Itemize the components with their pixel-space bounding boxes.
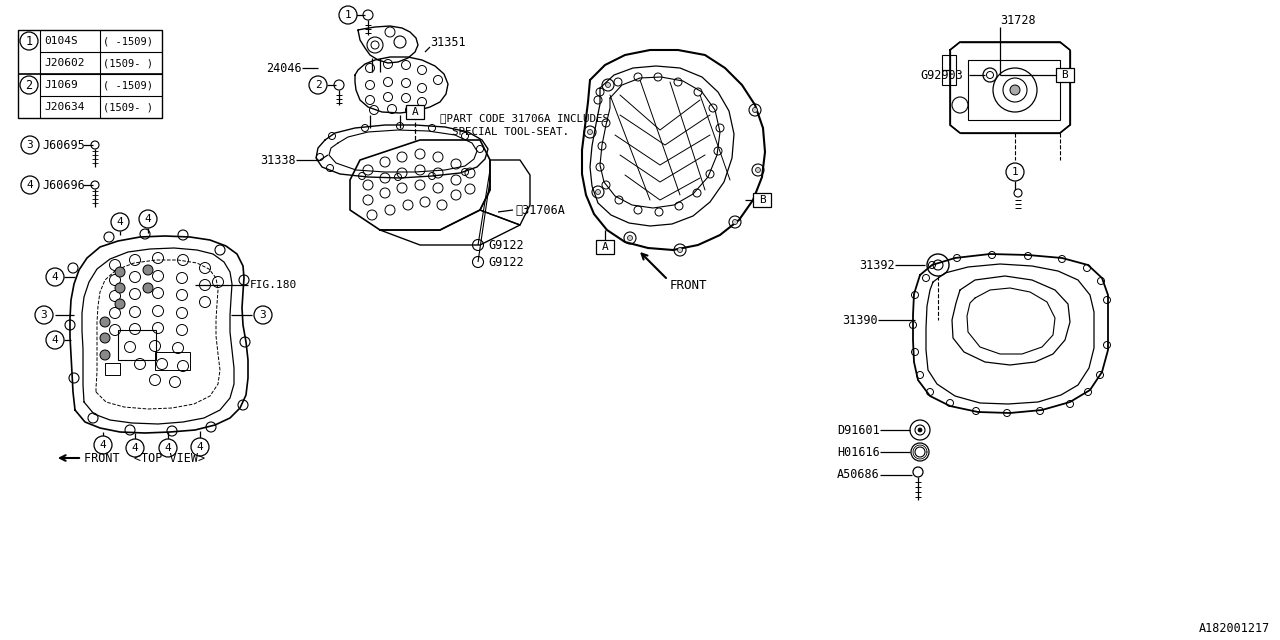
Text: (1509- ): (1509- ) xyxy=(102,102,154,112)
Circle shape xyxy=(143,265,154,275)
Circle shape xyxy=(46,268,64,286)
Text: 4: 4 xyxy=(197,442,204,452)
Text: FRONT: FRONT xyxy=(669,278,708,291)
Circle shape xyxy=(20,76,38,94)
Text: G9122: G9122 xyxy=(488,255,524,269)
Text: 3: 3 xyxy=(41,310,47,320)
Text: J20634: J20634 xyxy=(44,102,84,112)
Text: G9122: G9122 xyxy=(488,239,524,252)
Text: 4: 4 xyxy=(145,214,151,224)
Text: 31390: 31390 xyxy=(842,314,878,326)
Circle shape xyxy=(115,283,125,293)
Circle shape xyxy=(20,176,38,194)
Text: A182001217: A182001217 xyxy=(1199,621,1270,634)
Circle shape xyxy=(732,220,737,225)
Circle shape xyxy=(140,210,157,228)
Circle shape xyxy=(1006,163,1024,181)
Text: H01616: H01616 xyxy=(837,445,881,458)
Circle shape xyxy=(46,331,64,349)
Text: 4: 4 xyxy=(27,180,33,190)
Circle shape xyxy=(588,129,593,134)
Circle shape xyxy=(1010,85,1020,95)
Circle shape xyxy=(143,283,154,293)
Bar xyxy=(753,193,771,207)
Bar xyxy=(18,30,163,118)
Circle shape xyxy=(115,267,125,277)
Text: A: A xyxy=(602,242,608,252)
Text: 31351: 31351 xyxy=(430,35,466,49)
Text: 2: 2 xyxy=(26,79,32,92)
Text: 4: 4 xyxy=(51,335,59,345)
Text: FRONT  <TOP VIEW>: FRONT <TOP VIEW> xyxy=(84,451,205,465)
Bar xyxy=(596,240,614,254)
Bar xyxy=(105,363,120,375)
Text: 4: 4 xyxy=(165,443,172,453)
Text: 31728: 31728 xyxy=(1000,13,1036,26)
Bar xyxy=(118,330,156,360)
Circle shape xyxy=(159,439,177,457)
Text: J60695: J60695 xyxy=(42,138,84,152)
Bar xyxy=(406,105,424,119)
Text: J1069: J1069 xyxy=(44,80,78,90)
Bar xyxy=(942,55,956,85)
Circle shape xyxy=(677,248,682,253)
Circle shape xyxy=(755,168,760,173)
Circle shape xyxy=(111,213,129,231)
Text: 1: 1 xyxy=(1011,167,1019,177)
Text: FIG.180: FIG.180 xyxy=(250,280,297,290)
Text: J20602: J20602 xyxy=(44,58,84,68)
Circle shape xyxy=(20,32,38,50)
Text: 2: 2 xyxy=(315,80,321,90)
Text: 31392: 31392 xyxy=(859,259,895,271)
Circle shape xyxy=(918,428,922,432)
Circle shape xyxy=(115,299,125,309)
Circle shape xyxy=(100,333,110,343)
Text: 1: 1 xyxy=(344,10,352,20)
Circle shape xyxy=(20,136,38,154)
Circle shape xyxy=(93,436,113,454)
Text: 3: 3 xyxy=(260,310,266,320)
Text: A50686: A50686 xyxy=(837,468,881,481)
Text: B: B xyxy=(759,195,765,205)
Circle shape xyxy=(595,189,600,195)
Circle shape xyxy=(125,439,145,457)
Text: 1: 1 xyxy=(26,35,32,47)
Text: D91601: D91601 xyxy=(837,424,881,436)
Bar xyxy=(1056,68,1074,82)
Text: B: B xyxy=(1061,70,1069,80)
Text: G92903: G92903 xyxy=(920,68,963,81)
Circle shape xyxy=(100,350,110,360)
Bar xyxy=(968,60,1060,120)
Circle shape xyxy=(253,306,273,324)
Text: ※31706A: ※31706A xyxy=(515,204,564,216)
Text: SPECIAL TOOL-SEAT.: SPECIAL TOOL-SEAT. xyxy=(452,127,570,137)
Text: 31338: 31338 xyxy=(260,154,296,166)
Circle shape xyxy=(191,438,209,456)
Text: 4: 4 xyxy=(132,443,138,453)
Text: J60696: J60696 xyxy=(42,179,84,191)
Text: 0104S: 0104S xyxy=(44,36,78,46)
Text: (1509- ): (1509- ) xyxy=(102,58,154,68)
Text: 4: 4 xyxy=(116,217,123,227)
Circle shape xyxy=(339,6,357,24)
Text: 4: 4 xyxy=(51,272,59,282)
Text: 4: 4 xyxy=(100,440,106,450)
Circle shape xyxy=(753,108,758,113)
Text: 24046: 24046 xyxy=(266,61,302,74)
Text: 3: 3 xyxy=(27,140,33,150)
Text: ( -1509): ( -1509) xyxy=(102,80,154,90)
Text: ( -1509): ( -1509) xyxy=(102,36,154,46)
Bar xyxy=(155,352,189,370)
Circle shape xyxy=(308,76,326,94)
Circle shape xyxy=(100,317,110,327)
Circle shape xyxy=(627,236,632,241)
Text: A: A xyxy=(412,107,419,117)
Circle shape xyxy=(605,83,611,88)
Circle shape xyxy=(35,306,52,324)
Text: ※PART CODE 31706A INCLUDES: ※PART CODE 31706A INCLUDES xyxy=(440,113,609,123)
